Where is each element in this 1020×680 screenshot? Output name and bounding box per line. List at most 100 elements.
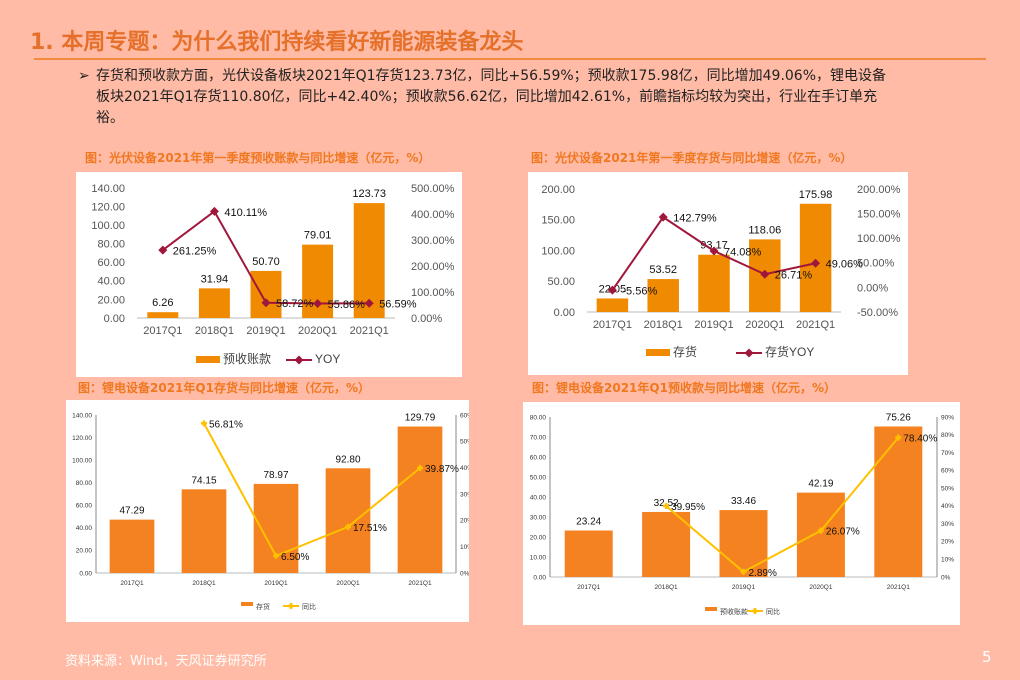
y2-tick-label: 100.00% [411,287,455,299]
y2-tick-label: 300.00% [411,235,455,247]
bar-data-label: 6.26 [152,297,173,309]
y2-tick-label: 50% [460,439,469,446]
y2-tick-label: 50.00% [857,258,895,270]
y-tick-label: 0.00 [533,574,546,581]
bar-data-label: 50.70 [252,256,280,268]
legend-marker [288,603,294,609]
x-tick-label: 2021Q1 [796,319,835,331]
line-marker [709,246,719,256]
y-tick-label: 150.00 [541,215,575,227]
chart-caption-3: 图：锂电设备2021年Q1存货与同比增速（亿元，%） [78,381,370,395]
chart-caption-1: 图：光伏设备2021年第一季度预收账款与同比增速（亿元，%） [85,151,431,165]
bar [874,426,923,577]
line-marker [760,269,770,279]
y-tick-label: 80.00 [530,414,547,421]
y-tick-label: 20.00 [76,548,93,555]
chart-svg: 0.00 20.00 40.00 60.00 80.00 100.00 120.00 140.… [72,412,469,611]
bar-data-label: 53.52 [649,264,677,276]
bar [109,519,155,573]
bar-data-label: 75.26 [886,412,911,423]
y2-tick-label: 0% [941,574,951,581]
line-data-label: 49.06% [826,259,864,271]
y-tick-label: 0.00 [104,313,125,325]
line-marker [364,298,374,308]
bar-data-label: 78.97 [263,470,288,481]
legend-label-line: YOY [315,352,340,366]
line-data-label: 39.87% [425,464,459,475]
bar [397,426,443,573]
legend-swatch-bar [196,356,220,363]
line-data-label: 410.11% [224,207,267,219]
y2-tick-label: -50.00% [857,307,898,319]
line-data-label: 26.07% [826,527,860,538]
y2-tick-label: 0.00% [857,282,888,294]
y-tick-label: 100.00 [72,457,92,464]
line-marker [417,465,423,472]
legend-label-line: 同比 [766,607,780,616]
bar [719,510,768,577]
x-tick-label: 2017Q1 [143,325,182,337]
legend-marker [744,348,754,358]
y2-tick-label: 40% [941,503,954,510]
y-tick-label: 100.00 [91,220,125,232]
y-tick-label: 40.00 [97,276,125,288]
y-tick-label: 140.00 [72,412,92,419]
bar-data-label: 175.98 [799,189,833,201]
x-tick-label: 2017Q1 [593,319,632,331]
bar [198,288,230,318]
bullet-paragraph: ➢ 存货和预收款方面，光伏设备板块2021年Q1存货123.73亿，同比+56.… [78,66,898,129]
chart-svg: 0.00 50.00 100.00 150.00 200.00 -50.00% 0.00% 5… [541,184,901,359]
y2-tick-label: 20% [941,539,954,546]
y-tick-label: 20.00 [530,534,547,541]
x-tick-label: 2018Q1 [195,325,234,337]
y2-tick-label: 60% [941,468,954,475]
y-tick-label: 60.00 [76,503,93,510]
y-tick-label: 140.00 [91,183,125,195]
bar-data-label: 23.24 [576,517,601,528]
y-tick-label: 60.00 [530,454,547,461]
bar [147,312,179,318]
x-tick-label: 2019Q1 [264,580,288,587]
y2-tick-label: 40% [460,465,469,472]
legend-marker [752,608,758,614]
line-data-label: -5.56% [622,286,657,298]
title-divider [34,58,986,60]
bar [250,270,282,318]
x-tick-label: 2020Q1 [809,584,833,591]
bar-data-label: 92.80 [335,454,360,465]
bar-data-label: 118.06 [748,224,781,236]
y-tick-label: 60.00 [97,257,125,269]
x-tick-label: 2017Q1 [577,584,601,591]
y-tick-label: 80.00 [76,480,93,487]
y2-tick-label: 200.00% [411,261,455,273]
y-tick-label: 200.00 [541,184,575,196]
y-tick-label: 30.00 [530,514,547,521]
y2-tick-label: 10% [460,544,469,551]
chart-pv-advance-receipts: 0.00 20.00 40.00 60.00 80.00 100.00 120.00 140.… [76,172,462,377]
line-marker [158,245,168,255]
y2-tick-label: 100.00% [857,233,901,245]
y2-tick-label: 150.00% [857,208,901,220]
bar-data-label: 123.73 [352,188,386,200]
y-tick-label: 0.00 [79,570,92,577]
x-tick-label: 2017Q1 [120,580,144,587]
bar [642,511,691,577]
x-tick-label: 2020Q1 [336,580,360,587]
bar [564,530,613,577]
bar-data-label: 93.17 [700,240,728,252]
bullet-text: 存货和预收款方面，光伏设备板块2021年Q1存货123.73亿，同比+56.59… [96,68,887,126]
y2-tick-label: 0.00% [411,313,442,325]
y2-tick-label: 0% [460,570,469,577]
y-tick-label: 40.00 [76,525,93,532]
legend-swatch-bar [646,349,670,356]
y2-tick-label: 500.00% [411,183,455,195]
bar [596,298,629,312]
y2-tick-label: 50% [941,485,954,492]
line-marker [313,298,323,308]
x-tick-label: 2019Q1 [732,584,756,591]
bar [796,492,845,577]
y2-tick-label: 200.00% [857,184,901,196]
legend-swatch-bar [241,602,253,606]
legend-swatch-bar [705,607,717,611]
